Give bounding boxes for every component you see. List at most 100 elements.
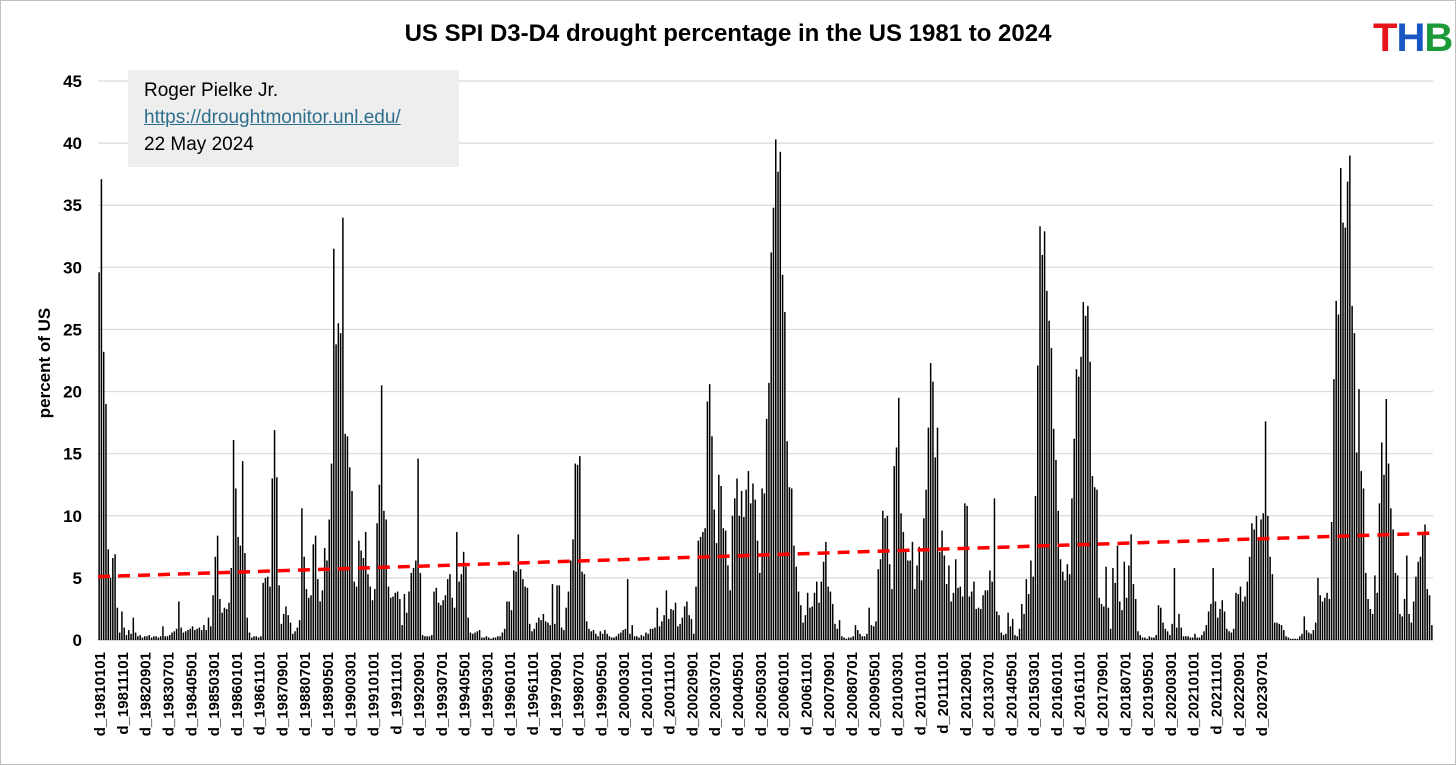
drought-bar [982, 595, 984, 640]
drought-bar [1328, 599, 1331, 640]
drought-bar [754, 499, 756, 640]
drought-bar [1401, 616, 1403, 640]
drought-bar [918, 546, 921, 640]
drought-bar [280, 623, 283, 640]
drought-bar [118, 632, 121, 640]
drought-bar [374, 589, 376, 640]
y-tick-label: 0 [73, 631, 82, 650]
drought-bar [984, 590, 987, 640]
drought-bar [658, 626, 661, 640]
drought-bar [1353, 333, 1356, 640]
drought-bar [677, 626, 679, 640]
drought-bar [232, 440, 235, 640]
drought-bar [893, 466, 895, 640]
drought-bar [139, 635, 141, 640]
y-tick-label: 30 [63, 258, 82, 277]
drought-bar [934, 457, 936, 640]
drought-bar [169, 635, 171, 640]
drought-bar [237, 536, 239, 640]
drought-bar [626, 579, 629, 640]
drought-bar [1376, 592, 1378, 640]
drought-bar [1255, 515, 1258, 640]
drought-bar [109, 577, 112, 640]
drought-bar [1235, 592, 1237, 640]
drought-bar [665, 590, 668, 640]
drought-bar [440, 605, 442, 640]
drought-bar [1226, 628, 1228, 640]
drought-bar [346, 436, 349, 640]
drought-bar [1421, 531, 1424, 640]
x-tick-label: d_20030701 [707, 652, 724, 736]
drought-bar [362, 558, 365, 640]
drought-bar [184, 631, 187, 640]
drought-bar [713, 509, 715, 640]
drought-bar [1412, 601, 1415, 640]
drought-bar [779, 151, 782, 640]
drought-bar [1068, 574, 1071, 640]
drought-bar [959, 586, 962, 640]
x-tick-label: d_20111101 [935, 652, 952, 734]
drought-bar [389, 597, 392, 640]
drought-bar [538, 617, 540, 640]
drought-bar [708, 384, 711, 640]
drought-bar [790, 488, 793, 640]
drought-bar [1342, 222, 1344, 640]
credit-source-link[interactable]: https://droughtmonitor.unl.edu/ [144, 107, 401, 128]
drought-bar [772, 207, 775, 640]
drought-bar [235, 488, 237, 640]
drought-bar [975, 608, 977, 640]
drought-bar [923, 518, 925, 640]
drought-bar [1039, 226, 1041, 640]
x-tick-label: d_20200301 [1163, 652, 1180, 736]
drought-bar [305, 589, 308, 640]
drought-bar [884, 518, 886, 640]
drought-bar [554, 623, 556, 640]
drought-bar [1075, 369, 1078, 640]
drought-bar [834, 623, 836, 640]
drought-bar [872, 626, 875, 640]
drought-bar [1093, 487, 1096, 640]
x-tick-label: d_20220901 [1231, 652, 1248, 736]
drought-bar [1424, 524, 1426, 640]
drought-bar [1314, 622, 1317, 640]
x-tick-label: d_19980701 [571, 652, 588, 736]
drought-bar [1016, 636, 1018, 640]
drought-bar [651, 628, 654, 640]
x-tick-label: d_19960101 [502, 652, 519, 736]
drought-bar [1089, 361, 1091, 640]
drought-bar [128, 630, 130, 640]
drought-bar [1096, 489, 1098, 640]
bar-series [98, 139, 1433, 641]
x-tick-label: d_19940501 [457, 652, 474, 736]
drought-bar [786, 441, 788, 640]
drought-bar [412, 567, 415, 640]
drought-bar [749, 503, 752, 640]
drought-bar [929, 362, 932, 640]
drought-bar [1073, 438, 1075, 640]
drought-bar [446, 579, 449, 640]
x-tick-label: d_20080701 [844, 652, 861, 736]
drought-bar [510, 610, 513, 640]
drought-bar [1367, 599, 1369, 640]
drought-bar [141, 637, 144, 640]
drought-bar [1269, 556, 1271, 640]
y-tick-label: 20 [63, 383, 82, 402]
thb-logo: THB [1373, 14, 1453, 62]
drought-bar [132, 617, 135, 640]
drought-bar [330, 463, 333, 640]
x-tick-label: d_20011101 [662, 652, 679, 735]
drought-bar [544, 621, 547, 640]
drought-bar [913, 589, 916, 640]
drought-bar [410, 572, 412, 640]
drought-bar [1071, 498, 1073, 640]
drought-bar [1187, 636, 1189, 640]
drought-bar [426, 636, 428, 640]
drought-bar [900, 513, 902, 640]
drought-bar [1360, 471, 1362, 640]
drought-bar [656, 607, 659, 640]
drought-bar [387, 586, 390, 640]
drought-bar [624, 628, 627, 640]
drought-bar [312, 544, 315, 640]
drought-bar [1030, 560, 1032, 640]
drought-bar [809, 607, 811, 640]
